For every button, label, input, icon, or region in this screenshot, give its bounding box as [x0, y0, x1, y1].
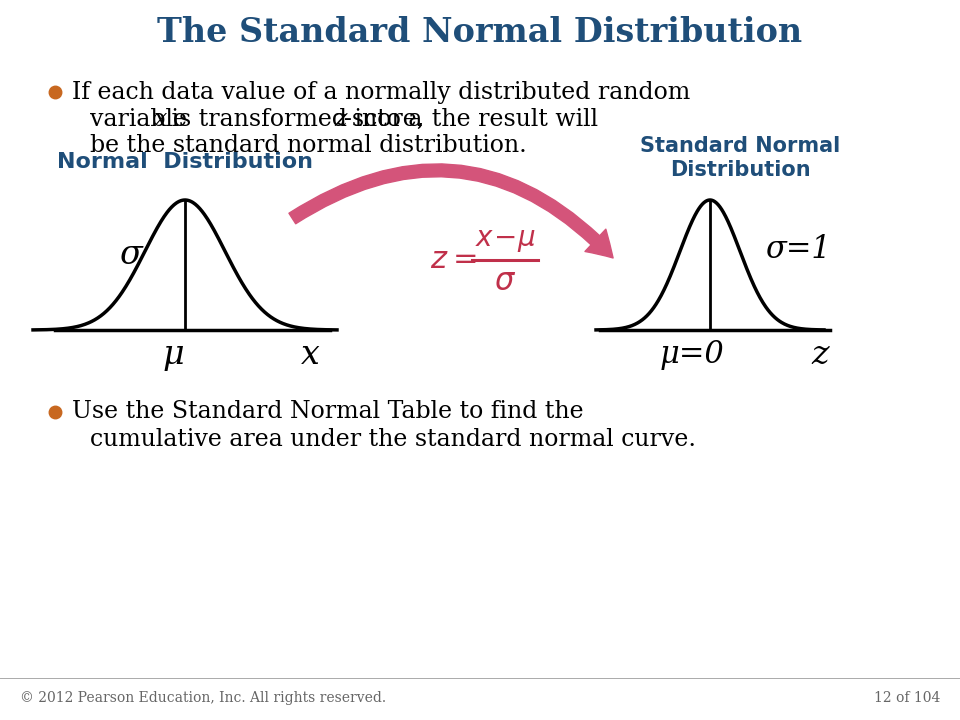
Text: The Standard Normal Distribution: The Standard Normal Distribution: [157, 16, 803, 48]
FancyArrowPatch shape: [289, 164, 613, 258]
Text: $x\!-\!\mu$: $x\!-\!\mu$: [474, 226, 536, 254]
Text: x: x: [154, 107, 167, 130]
Text: variable: variable: [90, 107, 195, 130]
Text: Standard Normal
Distribution: Standard Normal Distribution: [640, 135, 840, 181]
Text: z: z: [334, 107, 347, 130]
Text: 12 of 104: 12 of 104: [874, 691, 940, 705]
Text: Normal  Distribution: Normal Distribution: [57, 152, 313, 172]
Text: If each data value of a normally distributed random: If each data value of a normally distrib…: [72, 81, 690, 104]
Text: $z=$: $z=$: [430, 246, 476, 274]
Text: σ=1: σ=1: [765, 235, 830, 266]
Text: -score, the result will: -score, the result will: [344, 107, 598, 130]
Text: cumulative area under the standard normal curve.: cumulative area under the standard norma…: [90, 428, 696, 451]
Text: Use the Standard Normal Table to find the: Use the Standard Normal Table to find th…: [72, 400, 584, 423]
Text: z: z: [811, 339, 828, 371]
Text: μ=0: μ=0: [660, 340, 725, 371]
Text: is transformed into a: is transformed into a: [164, 107, 430, 130]
Text: © 2012 Pearson Education, Inc. All rights reserved.: © 2012 Pearson Education, Inc. All right…: [20, 691, 386, 705]
Text: $\sigma$: $\sigma$: [494, 268, 516, 297]
Text: σ: σ: [119, 239, 141, 271]
Text: be the standard normal distribution.: be the standard normal distribution.: [90, 135, 527, 158]
Text: x: x: [300, 339, 320, 371]
Text: μ: μ: [162, 339, 184, 371]
